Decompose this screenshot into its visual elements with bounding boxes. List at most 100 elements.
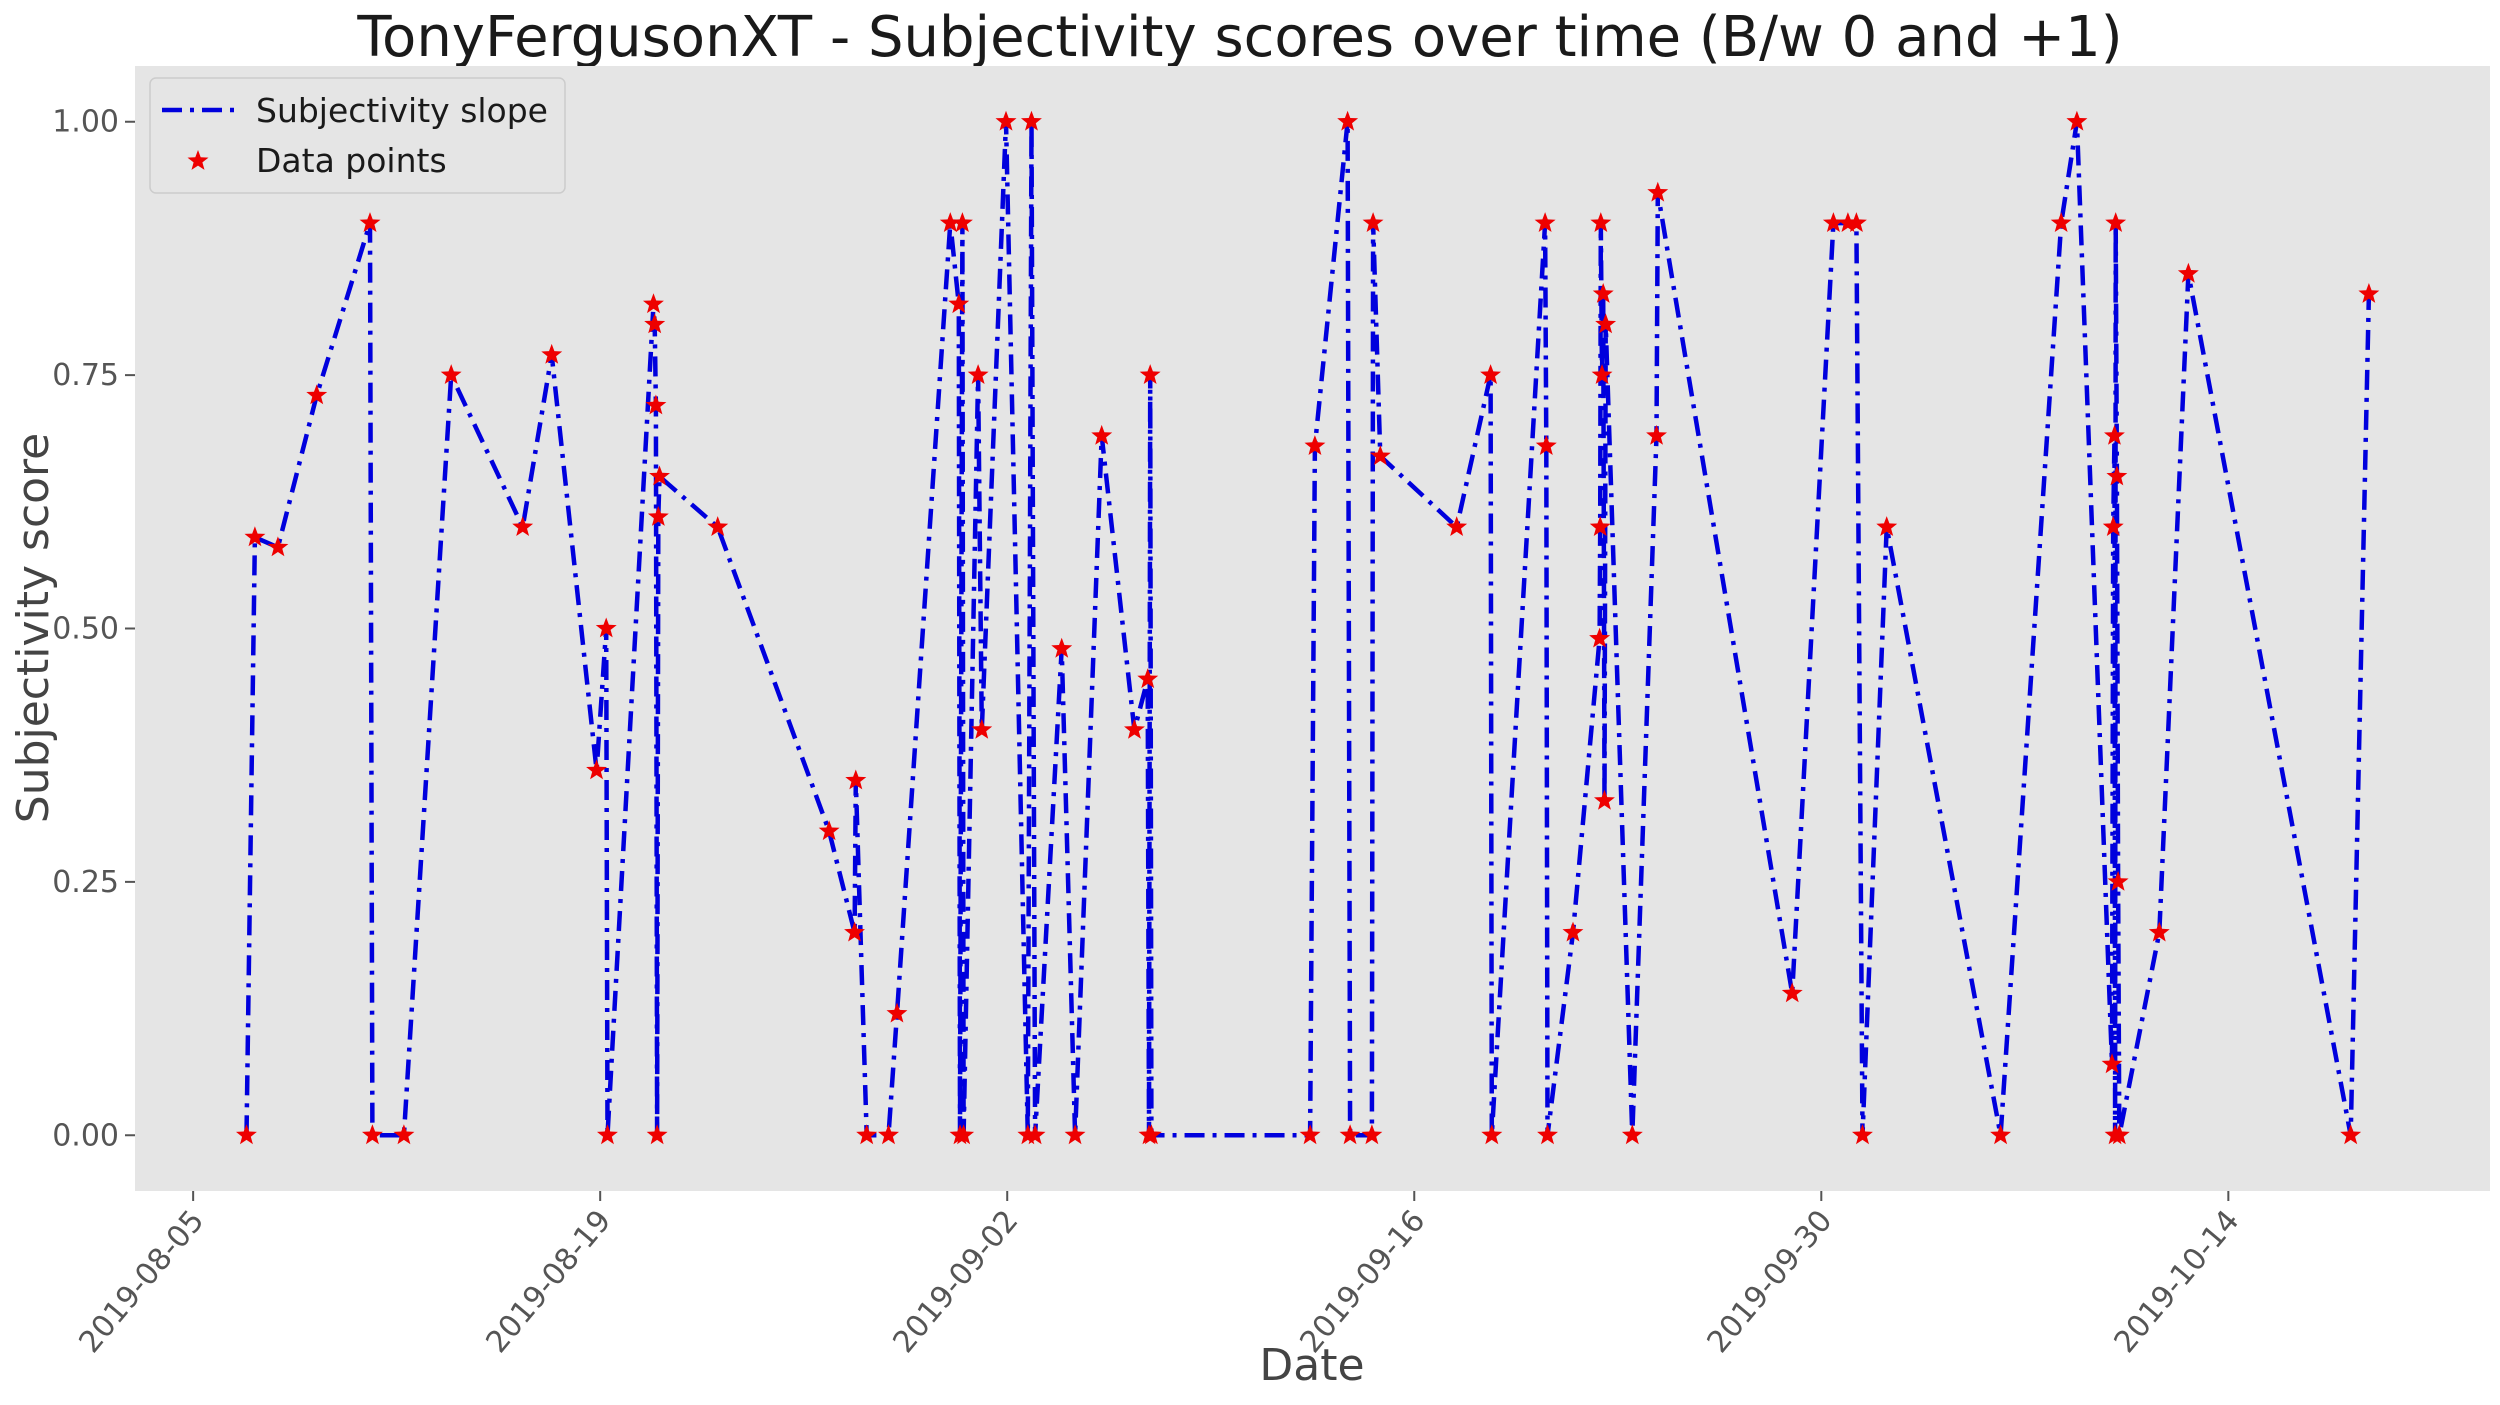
x-tick-label: 2019-09-02 [886,1204,1025,1360]
legend-label-data-points: Data points [256,141,447,180]
data-point-star [1304,435,1326,455]
data-point-star [1064,1124,1086,1145]
data-point-star [1139,364,1161,384]
data-point-star [995,110,1017,131]
data-point-star [1589,627,1611,648]
data-point-star [1024,1124,1046,1145]
x-tick-label: 2019-10-14 [2108,1204,2247,1360]
data-point-star [886,1002,908,1023]
data-point-star [1361,1124,1383,1145]
data-point-star [1021,110,1042,131]
data-point-star [244,526,266,547]
data-point-star [595,617,617,638]
data-point-star [967,364,989,384]
data-point-star [844,921,865,942]
x-tick-label: 2019-08-05 [72,1204,211,1360]
data-point-star [362,1124,383,1145]
data-point-star [645,394,667,415]
data-point-star [856,1124,878,1145]
data-point-star [2177,262,2199,283]
data-point-star [1480,364,1501,384]
data-point-star [1646,424,1667,445]
data-point-star [818,820,840,841]
data-point-star [1592,283,1614,303]
data-point-star [951,212,973,232]
data-point-star [971,718,993,739]
data-point-star [1339,1124,1361,1145]
data-point-star [2148,921,2170,942]
data-point-star [1647,181,1669,202]
data-point-star [878,1124,899,1145]
data-point-star [440,364,462,384]
data-point-star [1590,212,1612,232]
x-axis-label: Date [1259,1340,1364,1391]
data-point-star [2108,1124,2130,1145]
data-point-star [2340,1124,2362,1145]
data-point-star [1446,516,1468,536]
data-point-star [541,343,563,364]
data-point-star [707,516,729,536]
y-tick-label: 1.00 [52,105,119,140]
y-tick-label: 0.75 [52,358,119,393]
data-point-star [597,1124,618,1145]
x-tick-label: 2019-09-30 [1701,1204,1840,1360]
data-point-star [1362,212,1384,232]
y-axis-label: Subjectivity score [8,433,59,823]
data-point-star [1337,110,1359,131]
data-point-star [1589,516,1611,536]
legend: Subjectivity slope Data points [149,77,566,194]
data-point-star [1535,435,1557,455]
data-point-star [2107,870,2129,891]
data-point-star [1594,789,1615,810]
x-tick-label: 2019-09-16 [1294,1204,1433,1360]
data-point-star [646,1124,668,1145]
data-point-star [512,516,534,536]
legend-box [149,77,566,194]
data-point-star [643,293,664,314]
subjectivity-slope-line [244,119,2372,1138]
data-point-star [1822,212,1844,232]
data-point-star [1140,1124,1162,1145]
data-point-star [1481,1124,1503,1145]
legend-star-swatch [187,150,209,170]
data-point-star [1091,424,1113,445]
data-point-star [393,1124,415,1145]
data-point-star [1534,212,1556,232]
x-tick-label: 2019-08-19 [479,1204,618,1360]
data-point-star [359,212,381,232]
data-point-star [236,1124,257,1145]
data-point-star [1591,364,1613,384]
data-point-star [1781,982,1803,1003]
data-point-star [1537,1124,1558,1145]
data-point-star [2102,516,2124,536]
data-point-star [1621,1124,1643,1145]
data-point-star [953,1124,975,1145]
data-point-star [1876,516,1898,536]
data-point-star [1990,1124,2011,1145]
data-point-star [1846,212,1867,232]
marker-layer [236,110,2380,1145]
data-point-star [586,759,607,780]
data-point-star [2104,424,2125,445]
y-tick-label: 0.25 [52,865,119,900]
data-point-star [2106,465,2128,486]
data-point-star [644,313,666,334]
y-tick-label: 0.50 [52,612,119,647]
data-point-star [1137,668,1159,689]
chart-title: TonyFergusonXT - Subjectivity scores ove… [356,5,2122,70]
data-point-star [939,212,961,232]
plot-background [135,66,2490,1191]
data-point-star [1124,718,1145,739]
data-point-star [267,536,289,557]
data-point-star [948,293,970,314]
data-point-star [1299,1124,1321,1145]
data-point-star [1595,313,1617,334]
series-layer [244,119,2372,1138]
data-point-star [2358,283,2380,303]
data-point-star [2066,110,2088,131]
data-point-star [1051,637,1073,658]
y-axis-ticks: 0.00 0.25 0.50 0.75 1.00 [52,105,135,1153]
data-point-star [2105,212,2127,232]
